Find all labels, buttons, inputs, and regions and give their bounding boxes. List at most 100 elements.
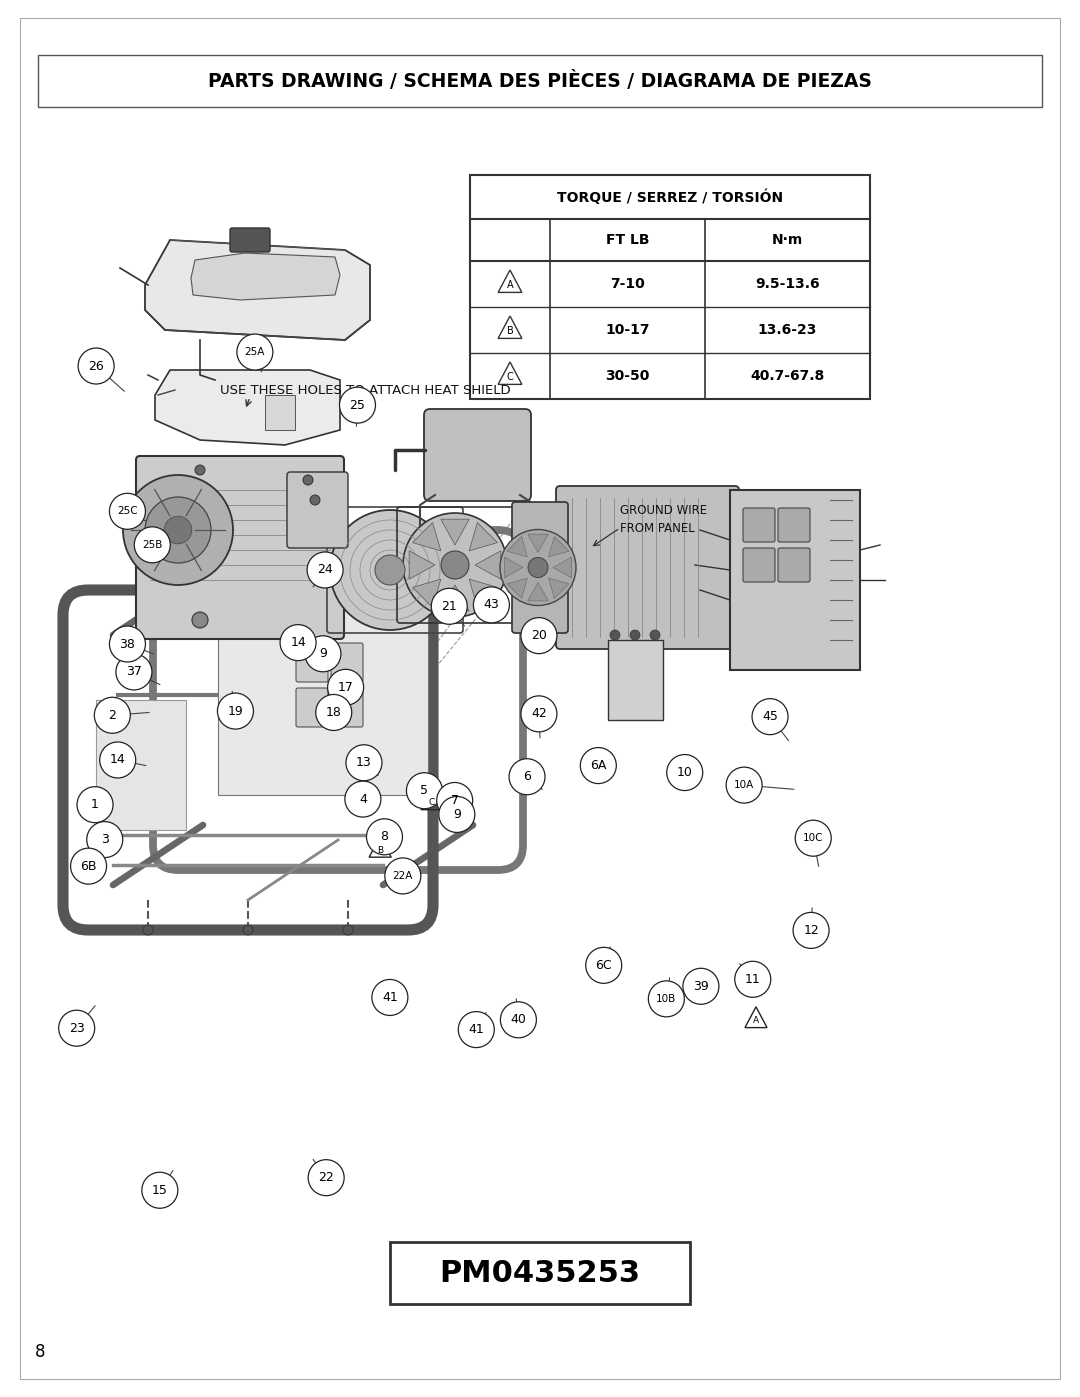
Polygon shape	[441, 585, 469, 610]
FancyBboxPatch shape	[296, 643, 328, 682]
Polygon shape	[441, 520, 469, 545]
Circle shape	[217, 693, 254, 729]
Circle shape	[195, 465, 205, 475]
Circle shape	[94, 697, 131, 733]
FancyBboxPatch shape	[743, 509, 775, 542]
Circle shape	[795, 820, 832, 856]
Circle shape	[521, 696, 557, 732]
Text: 5: 5	[420, 784, 429, 798]
Circle shape	[109, 493, 146, 529]
Circle shape	[78, 348, 114, 384]
Circle shape	[327, 669, 364, 705]
FancyBboxPatch shape	[38, 54, 1042, 108]
Text: 45: 45	[762, 710, 778, 724]
Text: 10-17: 10-17	[605, 323, 650, 337]
Circle shape	[280, 624, 316, 661]
FancyBboxPatch shape	[608, 640, 663, 719]
Text: 39: 39	[693, 979, 708, 993]
FancyBboxPatch shape	[778, 509, 810, 542]
FancyBboxPatch shape	[743, 548, 775, 583]
Text: C: C	[429, 798, 435, 807]
Circle shape	[141, 1172, 178, 1208]
Polygon shape	[549, 578, 569, 598]
Text: 43: 43	[484, 598, 499, 612]
Text: 42: 42	[531, 707, 546, 721]
Polygon shape	[469, 522, 498, 550]
Circle shape	[683, 968, 719, 1004]
Circle shape	[403, 513, 507, 617]
Text: 41: 41	[469, 1023, 484, 1037]
FancyBboxPatch shape	[230, 228, 270, 251]
Circle shape	[648, 981, 685, 1017]
Text: 25B: 25B	[143, 539, 162, 550]
Circle shape	[243, 925, 253, 935]
Circle shape	[500, 529, 576, 605]
FancyBboxPatch shape	[96, 700, 186, 830]
Polygon shape	[156, 370, 340, 446]
Circle shape	[237, 334, 273, 370]
Circle shape	[310, 495, 320, 504]
Text: 6C: 6C	[595, 958, 612, 972]
Polygon shape	[528, 583, 549, 601]
Polygon shape	[507, 536, 527, 557]
FancyBboxPatch shape	[287, 472, 348, 548]
Circle shape	[145, 497, 211, 563]
FancyBboxPatch shape	[778, 548, 810, 583]
Text: 10: 10	[677, 766, 692, 780]
Circle shape	[164, 517, 192, 543]
Text: 10B: 10B	[657, 993, 676, 1004]
Polygon shape	[469, 580, 498, 608]
Text: 6: 6	[523, 770, 531, 784]
Circle shape	[585, 947, 622, 983]
Text: 4: 4	[359, 792, 367, 806]
Polygon shape	[191, 253, 340, 300]
Circle shape	[438, 796, 475, 833]
Text: 25A: 25A	[245, 346, 265, 358]
Text: 8: 8	[35, 1343, 45, 1361]
Circle shape	[650, 630, 660, 640]
Circle shape	[436, 782, 473, 819]
Circle shape	[431, 588, 468, 624]
Circle shape	[793, 912, 829, 949]
Polygon shape	[504, 557, 523, 578]
Polygon shape	[549, 536, 569, 557]
FancyBboxPatch shape	[218, 605, 428, 795]
Circle shape	[473, 587, 510, 623]
Circle shape	[375, 555, 405, 585]
Text: 22: 22	[319, 1171, 334, 1185]
Text: 1: 1	[91, 798, 99, 812]
Polygon shape	[413, 522, 441, 550]
Circle shape	[70, 848, 107, 884]
Text: 3: 3	[100, 833, 109, 847]
Text: 24: 24	[318, 563, 333, 577]
Text: 20: 20	[531, 629, 546, 643]
Circle shape	[345, 781, 381, 817]
Text: USE THESE HOLES TO ATTACH HEAT SHIELD: USE THESE HOLES TO ATTACH HEAT SHIELD	[220, 384, 511, 397]
Circle shape	[630, 630, 640, 640]
Text: B: B	[377, 845, 383, 855]
Text: 13.6-23: 13.6-23	[758, 323, 818, 337]
Circle shape	[315, 694, 352, 731]
Text: FT LB: FT LB	[606, 233, 649, 247]
Polygon shape	[265, 395, 295, 430]
Text: 22A: 22A	[393, 870, 413, 882]
FancyBboxPatch shape	[21, 18, 1059, 1379]
Circle shape	[372, 979, 408, 1016]
Text: 11: 11	[745, 972, 760, 986]
Text: TORQUE / SERREZ / TORSIÓN: TORQUE / SERREZ / TORSIÓN	[557, 189, 783, 205]
Circle shape	[123, 475, 233, 585]
Text: 10A: 10A	[734, 780, 754, 791]
Circle shape	[509, 759, 545, 795]
Text: 26: 26	[89, 359, 104, 373]
Circle shape	[500, 1002, 537, 1038]
FancyBboxPatch shape	[556, 486, 739, 650]
Circle shape	[752, 698, 788, 735]
Text: 8: 8	[380, 830, 389, 844]
Polygon shape	[145, 240, 370, 339]
Polygon shape	[475, 550, 501, 580]
Text: 9: 9	[453, 807, 461, 821]
Text: 6B: 6B	[80, 859, 97, 873]
Circle shape	[58, 1010, 95, 1046]
FancyBboxPatch shape	[470, 175, 870, 400]
Circle shape	[441, 550, 469, 578]
